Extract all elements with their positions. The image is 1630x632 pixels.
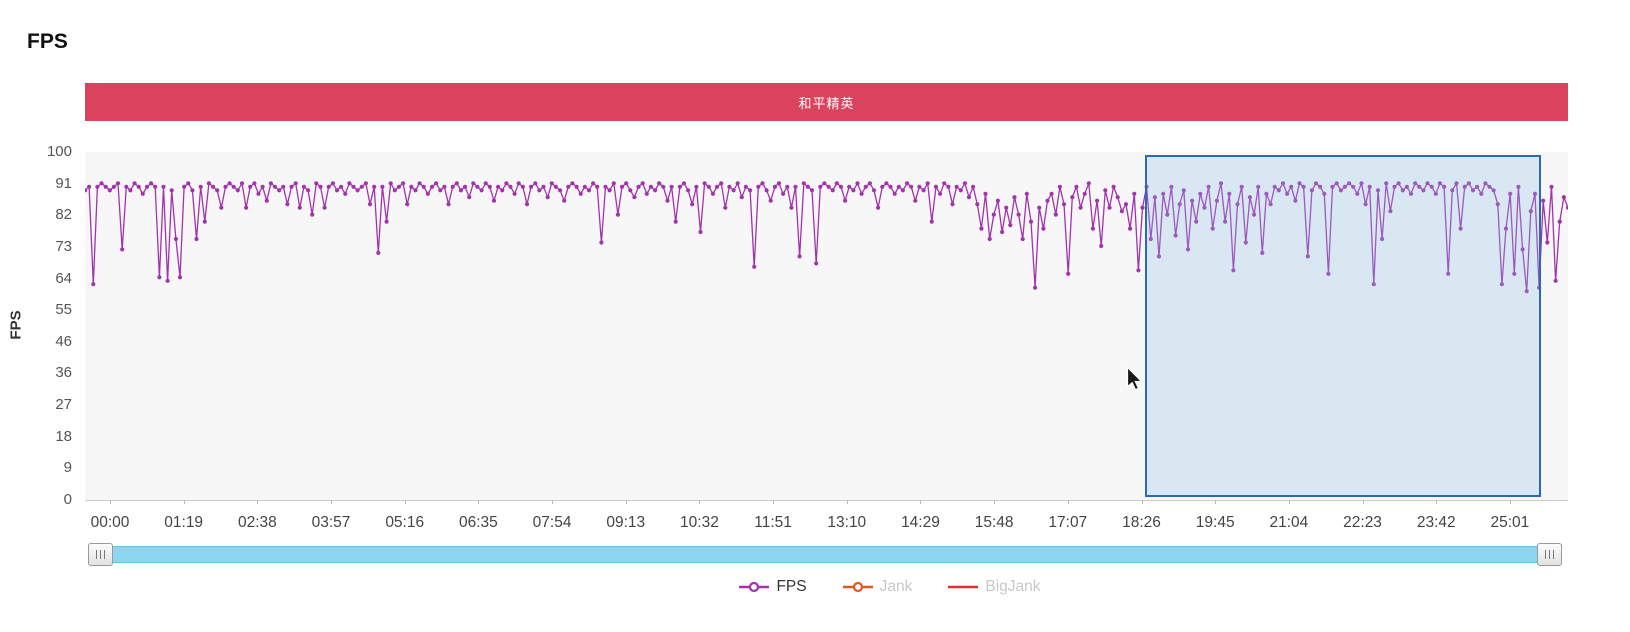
x-axis-tick-label: 19:45 xyxy=(1195,514,1235,531)
y-axis-tick-label: 0 xyxy=(63,491,72,508)
scene-banner: 和平精英 xyxy=(85,83,1568,121)
y-axis-tick-label: 36 xyxy=(55,364,72,382)
legend-label: BigJank xyxy=(985,578,1041,595)
y-axis-tick-label: 18 xyxy=(55,427,72,445)
fps-line-chart[interactable] xyxy=(85,152,1568,500)
y-axis-tick-label: 9 xyxy=(63,459,72,477)
x-axis-tick-label: 15:48 xyxy=(974,514,1014,531)
grip-icon xyxy=(96,550,97,559)
grip-icon xyxy=(1545,550,1546,559)
y-axis-tick-label: 100 xyxy=(46,143,72,160)
x-axis-tick-label: 07:54 xyxy=(532,514,572,531)
legend-item-bigjank[interactable]: BigJank xyxy=(948,578,1041,596)
x-axis-tick-label: 02:38 xyxy=(237,514,277,531)
x-axis-tick-label: 18:26 xyxy=(1122,514,1161,531)
legend-marker-icon xyxy=(842,581,873,593)
x-axis-tick-label: 21:04 xyxy=(1269,514,1309,531)
y-axis-labels: 100 91 82 73 64 55 46 36 27 18 9 0 xyxy=(0,143,72,508)
x-axis-tick-label: 10:32 xyxy=(680,514,719,531)
scrollbar-right-handle[interactable] xyxy=(1537,543,1562,566)
x-axis-tick-label: 25:01 xyxy=(1490,514,1530,531)
x-axis-tick-label: 11:51 xyxy=(754,514,792,531)
grip-icon xyxy=(104,550,105,559)
y-axis-tick-label: 55 xyxy=(55,301,72,319)
chart-plot-area[interactable] xyxy=(85,152,1568,501)
x-axis-labels: 00:00 01:19 02:38 03:57 05:16 06:35 07:54 09:13… xyxy=(0,514,1630,536)
grip-icon xyxy=(100,550,101,559)
x-axis-tick-label: 00:00 xyxy=(90,514,130,531)
y-axis-tick-label: 27 xyxy=(55,396,72,414)
y-axis-tick-label: 82 xyxy=(55,206,72,224)
mouse-cursor xyxy=(1127,367,1143,391)
legend-label: FPS xyxy=(776,578,807,595)
y-axis-tick-label: 91 xyxy=(55,174,72,192)
scrollbar-left-handle[interactable] xyxy=(88,543,113,566)
x-axis-tick-label: 01:19 xyxy=(164,514,204,531)
selection-region[interactable] xyxy=(1145,155,1541,497)
grip-icon xyxy=(1549,550,1550,559)
y-axis-tick-label: 46 xyxy=(55,332,72,350)
x-axis-tick-label: 06:35 xyxy=(458,514,498,531)
page-title: FPS xyxy=(27,30,68,53)
x-axis-tick-label: 03:57 xyxy=(311,514,351,531)
x-axis-tick-label: 23:42 xyxy=(1416,514,1456,531)
timeline-scrollbar-track[interactable] xyxy=(88,546,1562,563)
x-axis-tick-label: 14:29 xyxy=(901,514,940,531)
y-axis-tick-label: 73 xyxy=(55,237,72,255)
scene-banner-label: 和平精英 xyxy=(798,95,855,111)
x-axis-tick-label: 17:07 xyxy=(1048,514,1088,531)
grip-icon xyxy=(1553,550,1554,559)
x-axis-tick-label: 22:23 xyxy=(1343,514,1382,531)
legend-marker-icon xyxy=(948,585,979,589)
legend-item-fps[interactable]: FPS xyxy=(739,578,807,596)
chart-legend: FPS Jank BigJank xyxy=(150,578,1630,596)
y-axis-title: FPS xyxy=(7,310,25,340)
legend-label: Jank xyxy=(879,578,913,595)
legend-item-jank[interactable]: Jank xyxy=(842,578,913,596)
x-axis-tick-label: 09:13 xyxy=(606,514,646,531)
x-axis-tick-label: 05:16 xyxy=(385,514,425,531)
y-axis-tick-label: 64 xyxy=(55,269,72,287)
legend-marker-icon xyxy=(739,581,770,593)
x-axis-tick-label: 13:10 xyxy=(827,514,867,531)
